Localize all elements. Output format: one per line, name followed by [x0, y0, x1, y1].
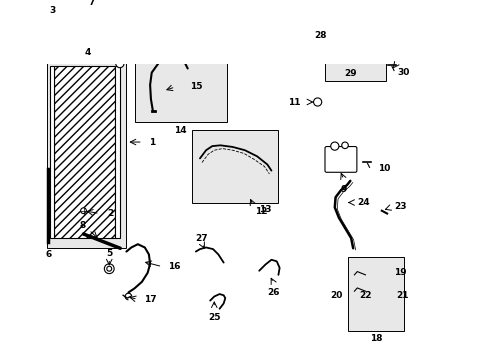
Circle shape — [330, 142, 338, 150]
Bar — [191, 130, 277, 203]
Circle shape — [106, 48, 115, 56]
Bar — [347, 257, 404, 331]
Text: 30: 30 — [396, 68, 408, 77]
Bar — [49, 67, 54, 238]
Ellipse shape — [335, 27, 349, 44]
Text: 4: 4 — [84, 48, 91, 57]
Bar — [47, 44, 126, 248]
Circle shape — [109, 50, 113, 54]
Bar — [324, 17, 385, 81]
Circle shape — [106, 266, 111, 271]
Text: 9: 9 — [340, 185, 346, 194]
Circle shape — [341, 142, 347, 149]
Bar — [134, 15, 226, 122]
Circle shape — [116, 59, 123, 68]
Circle shape — [313, 98, 321, 106]
Text: 7: 7 — [88, 0, 95, 7]
Polygon shape — [52, 19, 60, 28]
Circle shape — [81, 208, 86, 213]
Text: 20: 20 — [330, 291, 343, 300]
Text: 6: 6 — [45, 250, 51, 259]
Text: 2: 2 — [106, 209, 113, 218]
Text: 10: 10 — [377, 164, 389, 173]
Text: 16: 16 — [168, 262, 180, 271]
Text: 8: 8 — [79, 221, 85, 230]
Text: 28: 28 — [313, 31, 326, 40]
Text: 5: 5 — [106, 249, 112, 258]
Bar — [54, 67, 115, 238]
Text: 29: 29 — [344, 69, 356, 78]
Text: 11: 11 — [288, 98, 301, 107]
Text: 14: 14 — [174, 126, 186, 135]
Text: 13: 13 — [259, 205, 271, 214]
Text: 15: 15 — [189, 82, 202, 91]
Text: 26: 26 — [267, 288, 279, 297]
Text: 17: 17 — [143, 295, 156, 304]
Circle shape — [104, 264, 114, 274]
Ellipse shape — [333, 24, 351, 47]
Text: 21: 21 — [395, 291, 408, 300]
Text: 23: 23 — [393, 202, 406, 211]
Text: 3: 3 — [49, 6, 55, 15]
Text: 1: 1 — [148, 138, 155, 147]
FancyBboxPatch shape — [325, 147, 356, 172]
Bar — [115, 67, 120, 238]
Text: 22: 22 — [359, 291, 371, 300]
Text: 12: 12 — [254, 207, 267, 216]
Text: 19: 19 — [393, 268, 406, 277]
FancyBboxPatch shape — [354, 23, 381, 54]
Text: 18: 18 — [369, 334, 382, 343]
Text: 27: 27 — [195, 234, 208, 243]
Text: 25: 25 — [207, 313, 220, 322]
Text: 24: 24 — [357, 198, 369, 207]
